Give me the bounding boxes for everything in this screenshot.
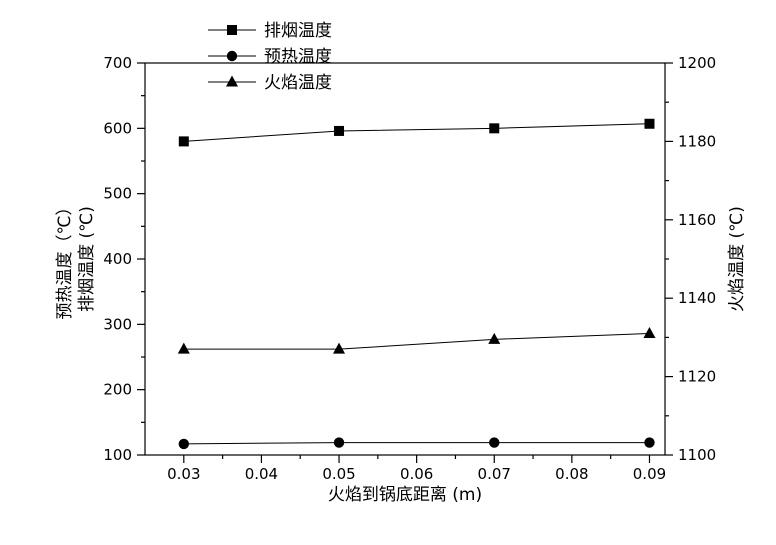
right-axis-title: 火焰温度 (℃): [727, 206, 747, 312]
data-point: [644, 437, 655, 448]
right-tick-label: 1200: [678, 54, 716, 72]
left-tick-label: 400: [103, 250, 132, 268]
data-point: [177, 342, 190, 354]
series-line: [183, 332, 650, 350]
legend-marker: [226, 75, 238, 87]
axis-ticks: 0.03 0.04 0.05 0.06 0.07 0.08 0.09 100 200 300 400…: [103, 54, 716, 483]
right-tick-label: 1140: [678, 289, 716, 307]
series-line: [183, 123, 650, 142]
legend-item: 预热温度: [208, 47, 332, 67]
left-tick-label: 300: [103, 315, 132, 333]
x-tick-label: 0.04: [245, 465, 278, 483]
x-axis-title: 火焰到锅底距离 (m): [328, 485, 482, 505]
series-circle: [178, 437, 655, 450]
legend-label: 预热温度: [264, 47, 332, 67]
data-point: [643, 326, 656, 338]
data-point: [178, 438, 190, 450]
left-tick-label: 100: [103, 446, 132, 464]
data-point: [333, 437, 345, 448]
data-point: [334, 125, 345, 136]
legend-item: 排烟温度: [208, 21, 332, 41]
data-point: [488, 332, 501, 344]
left-tick-label: 500: [103, 185, 132, 203]
x-tick-label: 0.07: [478, 465, 511, 483]
x-tick-label: 0.05: [322, 465, 355, 483]
left-tick-label: 700: [103, 54, 132, 72]
plot-frame: [144, 62, 666, 456]
legend-marker: [226, 50, 238, 62]
left-tick-label: 600: [103, 119, 132, 137]
data-point: [644, 118, 655, 129]
left-axis-title-exhaust: 排烟温度 (℃): [77, 206, 97, 312]
x-tick-label: 0.09: [633, 465, 666, 483]
series-square: [178, 118, 655, 147]
data-point: [489, 437, 500, 448]
legend-label: 火焰温度: [264, 73, 332, 93]
legend-marker: [227, 25, 237, 35]
x-tick-label: 0.08: [555, 465, 588, 483]
x-tick-label: 0.03: [167, 465, 200, 483]
series-line: [183, 442, 650, 445]
data-point: [178, 136, 189, 147]
right-tick-label: 1180: [678, 132, 716, 150]
right-tick-label: 1160: [678, 211, 716, 229]
left-axis-title-preheat: 预热温度（℃）: [55, 198, 75, 319]
left-tick-label: 200: [103, 381, 132, 399]
data-point: [333, 342, 346, 354]
series-layer: [177, 118, 656, 450]
data-point: [489, 123, 500, 134]
right-tick-label: 1120: [678, 368, 716, 386]
legend-label: 排烟温度: [264, 21, 332, 41]
x-tick-label: 0.06: [400, 465, 433, 483]
series-triangle: [177, 326, 656, 354]
legend-item: 火焰温度: [208, 73, 332, 93]
right-tick-label: 1100: [678, 446, 716, 464]
